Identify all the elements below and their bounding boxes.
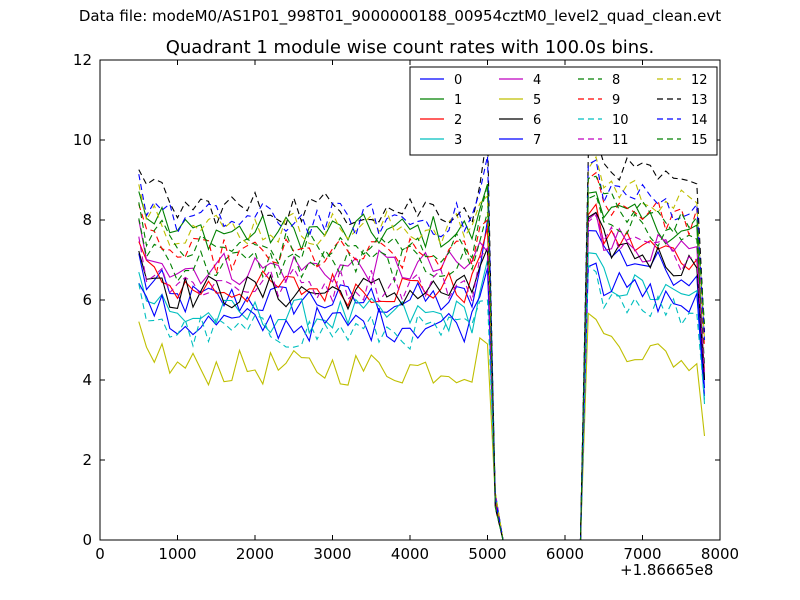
legend-label-15: 15 bbox=[691, 133, 708, 148]
x-tick-label: 1000 bbox=[158, 545, 196, 563]
series-line-0 bbox=[138, 219, 706, 541]
series-line-5 bbox=[138, 312, 706, 541]
legend-label-0: 0 bbox=[454, 73, 462, 88]
series-line-4 bbox=[138, 211, 706, 541]
series-line-2 bbox=[138, 202, 706, 541]
x-tick-label: 7000 bbox=[623, 545, 661, 563]
y-tick-label: 0 bbox=[82, 531, 92, 549]
x-tick-label: 8000 bbox=[701, 545, 739, 563]
ticks-layer: 0 1000 2000 3000 4000 5000 6000 7000 80000246810… bbox=[73, 51, 739, 563]
legend-label-10: 10 bbox=[612, 113, 629, 128]
legend-label-6: 6 bbox=[533, 113, 541, 128]
y-tick-label: 12 bbox=[73, 51, 92, 69]
x-tick-label: 2000 bbox=[236, 545, 274, 563]
series-line-13 bbox=[138, 131, 706, 541]
legend-label-8: 8 bbox=[612, 73, 620, 88]
series-line-1 bbox=[138, 183, 706, 541]
series-line-11 bbox=[138, 214, 706, 541]
series-line-3 bbox=[138, 252, 706, 541]
series-line-7 bbox=[138, 262, 706, 541]
legend-label-14: 14 bbox=[691, 113, 708, 128]
legend-label-2: 2 bbox=[454, 113, 462, 128]
series-line-8 bbox=[138, 194, 706, 541]
legend-label-4: 4 bbox=[533, 73, 541, 88]
y-tick-label: 8 bbox=[82, 211, 92, 229]
x-tick-label: 6000 bbox=[546, 545, 584, 563]
series-line-9 bbox=[138, 171, 706, 541]
legend-label-12: 12 bbox=[691, 73, 708, 88]
y-tick-label: 6 bbox=[82, 291, 92, 309]
series-line-10 bbox=[138, 264, 706, 541]
x-offset-label: +1.86665e8 bbox=[620, 561, 714, 579]
x-tick-label: 4000 bbox=[391, 545, 429, 563]
legend-label-11: 11 bbox=[612, 133, 629, 148]
chart-title: Quadrant 1 module wise count rates with … bbox=[165, 37, 655, 58]
y-tick-label: 2 bbox=[82, 451, 92, 469]
y-tick-label: 10 bbox=[73, 131, 92, 149]
series-layer bbox=[138, 131, 706, 541]
legend-label-9: 9 bbox=[612, 93, 620, 108]
series-line-14 bbox=[138, 155, 706, 541]
series-line-15 bbox=[138, 175, 706, 541]
legend-label-13: 13 bbox=[691, 93, 708, 108]
figure-suptitle: Data file: modeM0/AS1P01_998T01_90000001… bbox=[78, 7, 722, 25]
legend-label-1: 1 bbox=[454, 93, 462, 108]
x-tick-label: 0 bbox=[95, 545, 105, 563]
legend-frame bbox=[409, 66, 718, 156]
series-line-6 bbox=[138, 211, 706, 541]
y-tick-label: 4 bbox=[82, 371, 92, 389]
x-tick-label: 3000 bbox=[313, 545, 351, 563]
legend-label-5: 5 bbox=[533, 93, 541, 108]
legend-label-3: 3 bbox=[454, 133, 462, 148]
series-line-12 bbox=[138, 155, 706, 541]
x-tick-label: 5000 bbox=[468, 545, 506, 563]
legend-label-7: 7 bbox=[533, 133, 541, 148]
